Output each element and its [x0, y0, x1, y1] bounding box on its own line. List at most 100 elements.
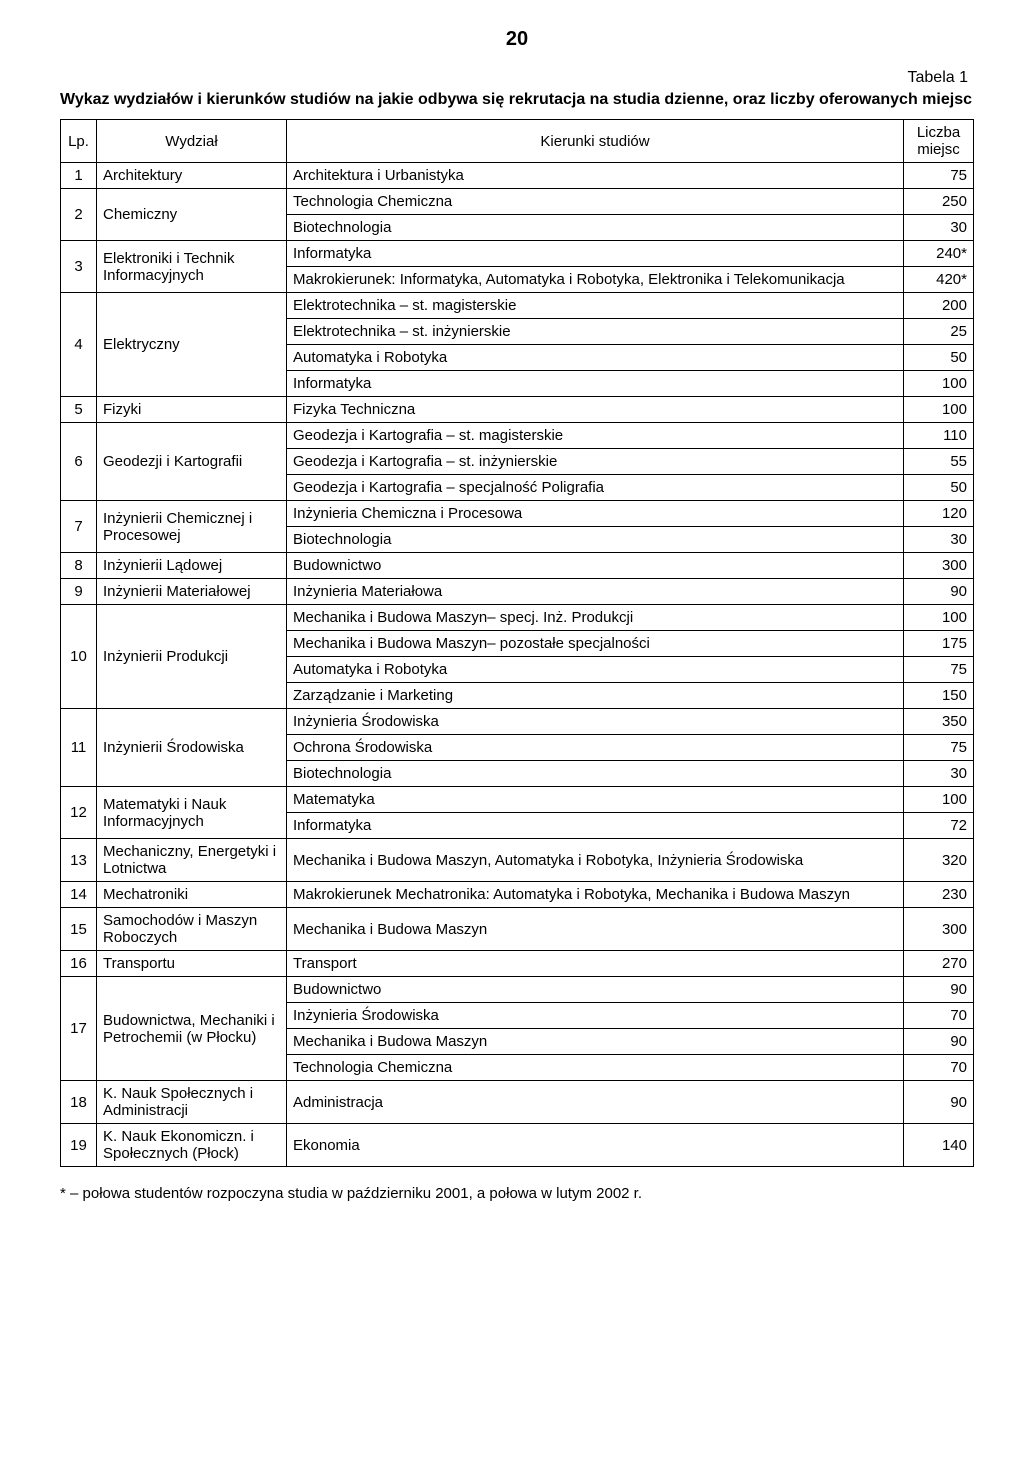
- cell-lp: 6: [61, 423, 97, 501]
- cell-kierunek: Biotechnologia: [287, 527, 904, 553]
- table-row: 14MechatronikiMakrokierunek Mechatronika…: [61, 882, 974, 908]
- cell-kierunek: Administracja: [287, 1081, 904, 1124]
- table-row: 7Inżynierii Chemicznej i ProcesowejInżyn…: [61, 501, 974, 527]
- cell-liczba: 70: [904, 1055, 974, 1081]
- cell-wydzial: Chemiczny: [97, 189, 287, 241]
- header-wydzial: Wydział: [97, 120, 287, 163]
- table-row: 2ChemicznyTechnologia Chemiczna250: [61, 189, 974, 215]
- cell-kierunek: Makrokierunek Mechatronika: Automatyka i…: [287, 882, 904, 908]
- table-row: 18K. Nauk Społecznych i AdministracjiAdm…: [61, 1081, 974, 1124]
- table-row: 9Inżynierii MateriałowejInżynieria Mater…: [61, 579, 974, 605]
- page: 20 Tabela 1 Wykaz wydziałów i kierunków …: [0, 0, 1024, 1463]
- page-number: 20: [60, 28, 974, 51]
- cell-liczba: 100: [904, 371, 974, 397]
- cell-liczba: 90: [904, 1029, 974, 1055]
- cell-liczba: 230: [904, 882, 974, 908]
- cell-kierunek: Informatyka: [287, 371, 904, 397]
- cell-wydzial: Transportu: [97, 951, 287, 977]
- cell-kierunek: Zarządzanie i Marketing: [287, 683, 904, 709]
- cell-liczba: 200: [904, 293, 974, 319]
- cell-kierunek: Matematyka: [287, 787, 904, 813]
- cell-liczba: 270: [904, 951, 974, 977]
- cell-kierunek: Mechanika i Budowa Maszyn: [287, 1029, 904, 1055]
- cell-liczba: 75: [904, 657, 974, 683]
- cell-kierunek: Inżynieria Materiałowa: [287, 579, 904, 605]
- cell-liczba: 30: [904, 527, 974, 553]
- cell-lp: 7: [61, 501, 97, 553]
- cell-lp: 17: [61, 977, 97, 1081]
- table-row: 17Budownictwa, Mechaniki i Petrochemii (…: [61, 977, 974, 1003]
- cell-kierunek: Elektrotechnika – st. magisterskie: [287, 293, 904, 319]
- cell-lp: 4: [61, 293, 97, 397]
- cell-kierunek: Inżynieria Chemiczna i Procesowa: [287, 501, 904, 527]
- cell-liczba: 420*: [904, 267, 974, 293]
- cell-wydzial: Inżynierii Produkcji: [97, 605, 287, 709]
- cell-lp: 10: [61, 605, 97, 709]
- cell-kierunek: Inżynieria Środowiska: [287, 1003, 904, 1029]
- cell-wydzial: Elektryczny: [97, 293, 287, 397]
- table-row: 10Inżynierii ProdukcjiMechanika i Budowa…: [61, 605, 974, 631]
- cell-liczba: 50: [904, 475, 974, 501]
- cell-lp: 18: [61, 1081, 97, 1124]
- cell-kierunek: Technologia Chemiczna: [287, 1055, 904, 1081]
- cell-wydzial: Budownictwa, Mechaniki i Petrochemii (w …: [97, 977, 287, 1081]
- cell-liczba: 100: [904, 397, 974, 423]
- cell-kierunek: Ekonomia: [287, 1124, 904, 1167]
- cell-kierunek: Makrokierunek: Informatyka, Automatyka i…: [287, 267, 904, 293]
- cell-liczba: 350: [904, 709, 974, 735]
- table-body: 1ArchitekturyArchitektura i Urbanistyka7…: [61, 163, 974, 1167]
- cell-liczba: 25: [904, 319, 974, 345]
- cell-kierunek: Fizyka Techniczna: [287, 397, 904, 423]
- cell-kierunek: Budownictwo: [287, 977, 904, 1003]
- cell-kierunek: Informatyka: [287, 241, 904, 267]
- cell-kierunek: Technologia Chemiczna: [287, 189, 904, 215]
- cell-kierunek: Automatyka i Robotyka: [287, 657, 904, 683]
- cell-kierunek: Geodezja i Kartografia – st. magisterski…: [287, 423, 904, 449]
- footnote: * – połowa studentów rozpoczyna studia w…: [60, 1185, 974, 1202]
- cell-wydzial: Geodezji i Kartografii: [97, 423, 287, 501]
- cell-lp: 9: [61, 579, 97, 605]
- cell-liczba: 30: [904, 761, 974, 787]
- cell-lp: 14: [61, 882, 97, 908]
- cell-liczba: 55: [904, 449, 974, 475]
- cell-wydzial: Elektroniki i Technik Informacyjnych: [97, 241, 287, 293]
- cell-wydzial: Inżynierii Materiałowej: [97, 579, 287, 605]
- cell-kierunek: Mechanika i Budowa Maszyn– pozostałe spe…: [287, 631, 904, 657]
- cell-liczba: 75: [904, 163, 974, 189]
- cell-kierunek: Budownictwo: [287, 553, 904, 579]
- cell-liczba: 140: [904, 1124, 974, 1167]
- cell-liczba: 240*: [904, 241, 974, 267]
- cell-wydzial: K. Nauk Społecznych i Administracji: [97, 1081, 287, 1124]
- cell-liczba: 320: [904, 839, 974, 882]
- cell-kierunek: Elektrotechnika – st. inżynierskie: [287, 319, 904, 345]
- cell-kierunek: Mechanika i Budowa Maszyn: [287, 908, 904, 951]
- table-row: 6Geodezji i KartografiiGeodezja i Kartog…: [61, 423, 974, 449]
- cell-wydzial: K. Nauk Ekonomiczn. i Społecznych (Płock…: [97, 1124, 287, 1167]
- cell-kierunek: Biotechnologia: [287, 761, 904, 787]
- cell-lp: 5: [61, 397, 97, 423]
- header-row: Lp. Wydział Kierunki studiów Liczba miej…: [61, 120, 974, 163]
- cell-liczba: 90: [904, 977, 974, 1003]
- cell-lp: 15: [61, 908, 97, 951]
- cell-liczba: 120: [904, 501, 974, 527]
- cell-lp: 12: [61, 787, 97, 839]
- cell-liczba: 90: [904, 579, 974, 605]
- header-kierunki: Kierunki studiów: [287, 120, 904, 163]
- cell-liczba: 50: [904, 345, 974, 371]
- cell-lp: 11: [61, 709, 97, 787]
- table-row: 11Inżynierii ŚrodowiskaInżynieria Środow…: [61, 709, 974, 735]
- cell-lp: 8: [61, 553, 97, 579]
- cell-liczba: 110: [904, 423, 974, 449]
- cell-wydzial: Matematyki i Nauk Informacyjnych: [97, 787, 287, 839]
- table-row: 15Samochodów i Maszyn RoboczychMechanika…: [61, 908, 974, 951]
- cell-liczba: 72: [904, 813, 974, 839]
- cell-kierunek: Transport: [287, 951, 904, 977]
- header-liczba: Liczba miejsc: [904, 120, 974, 163]
- cell-lp: 1: [61, 163, 97, 189]
- table-row: 19K. Nauk Ekonomiczn. i Społecznych (Pło…: [61, 1124, 974, 1167]
- cell-kierunek: Geodezja i Kartografia – st. inżynierski…: [287, 449, 904, 475]
- cell-kierunek: Biotechnologia: [287, 215, 904, 241]
- header-lp: Lp.: [61, 120, 97, 163]
- cell-liczba: 300: [904, 553, 974, 579]
- table-row: 13Mechaniczny, Energetyki i LotnictwaMec…: [61, 839, 974, 882]
